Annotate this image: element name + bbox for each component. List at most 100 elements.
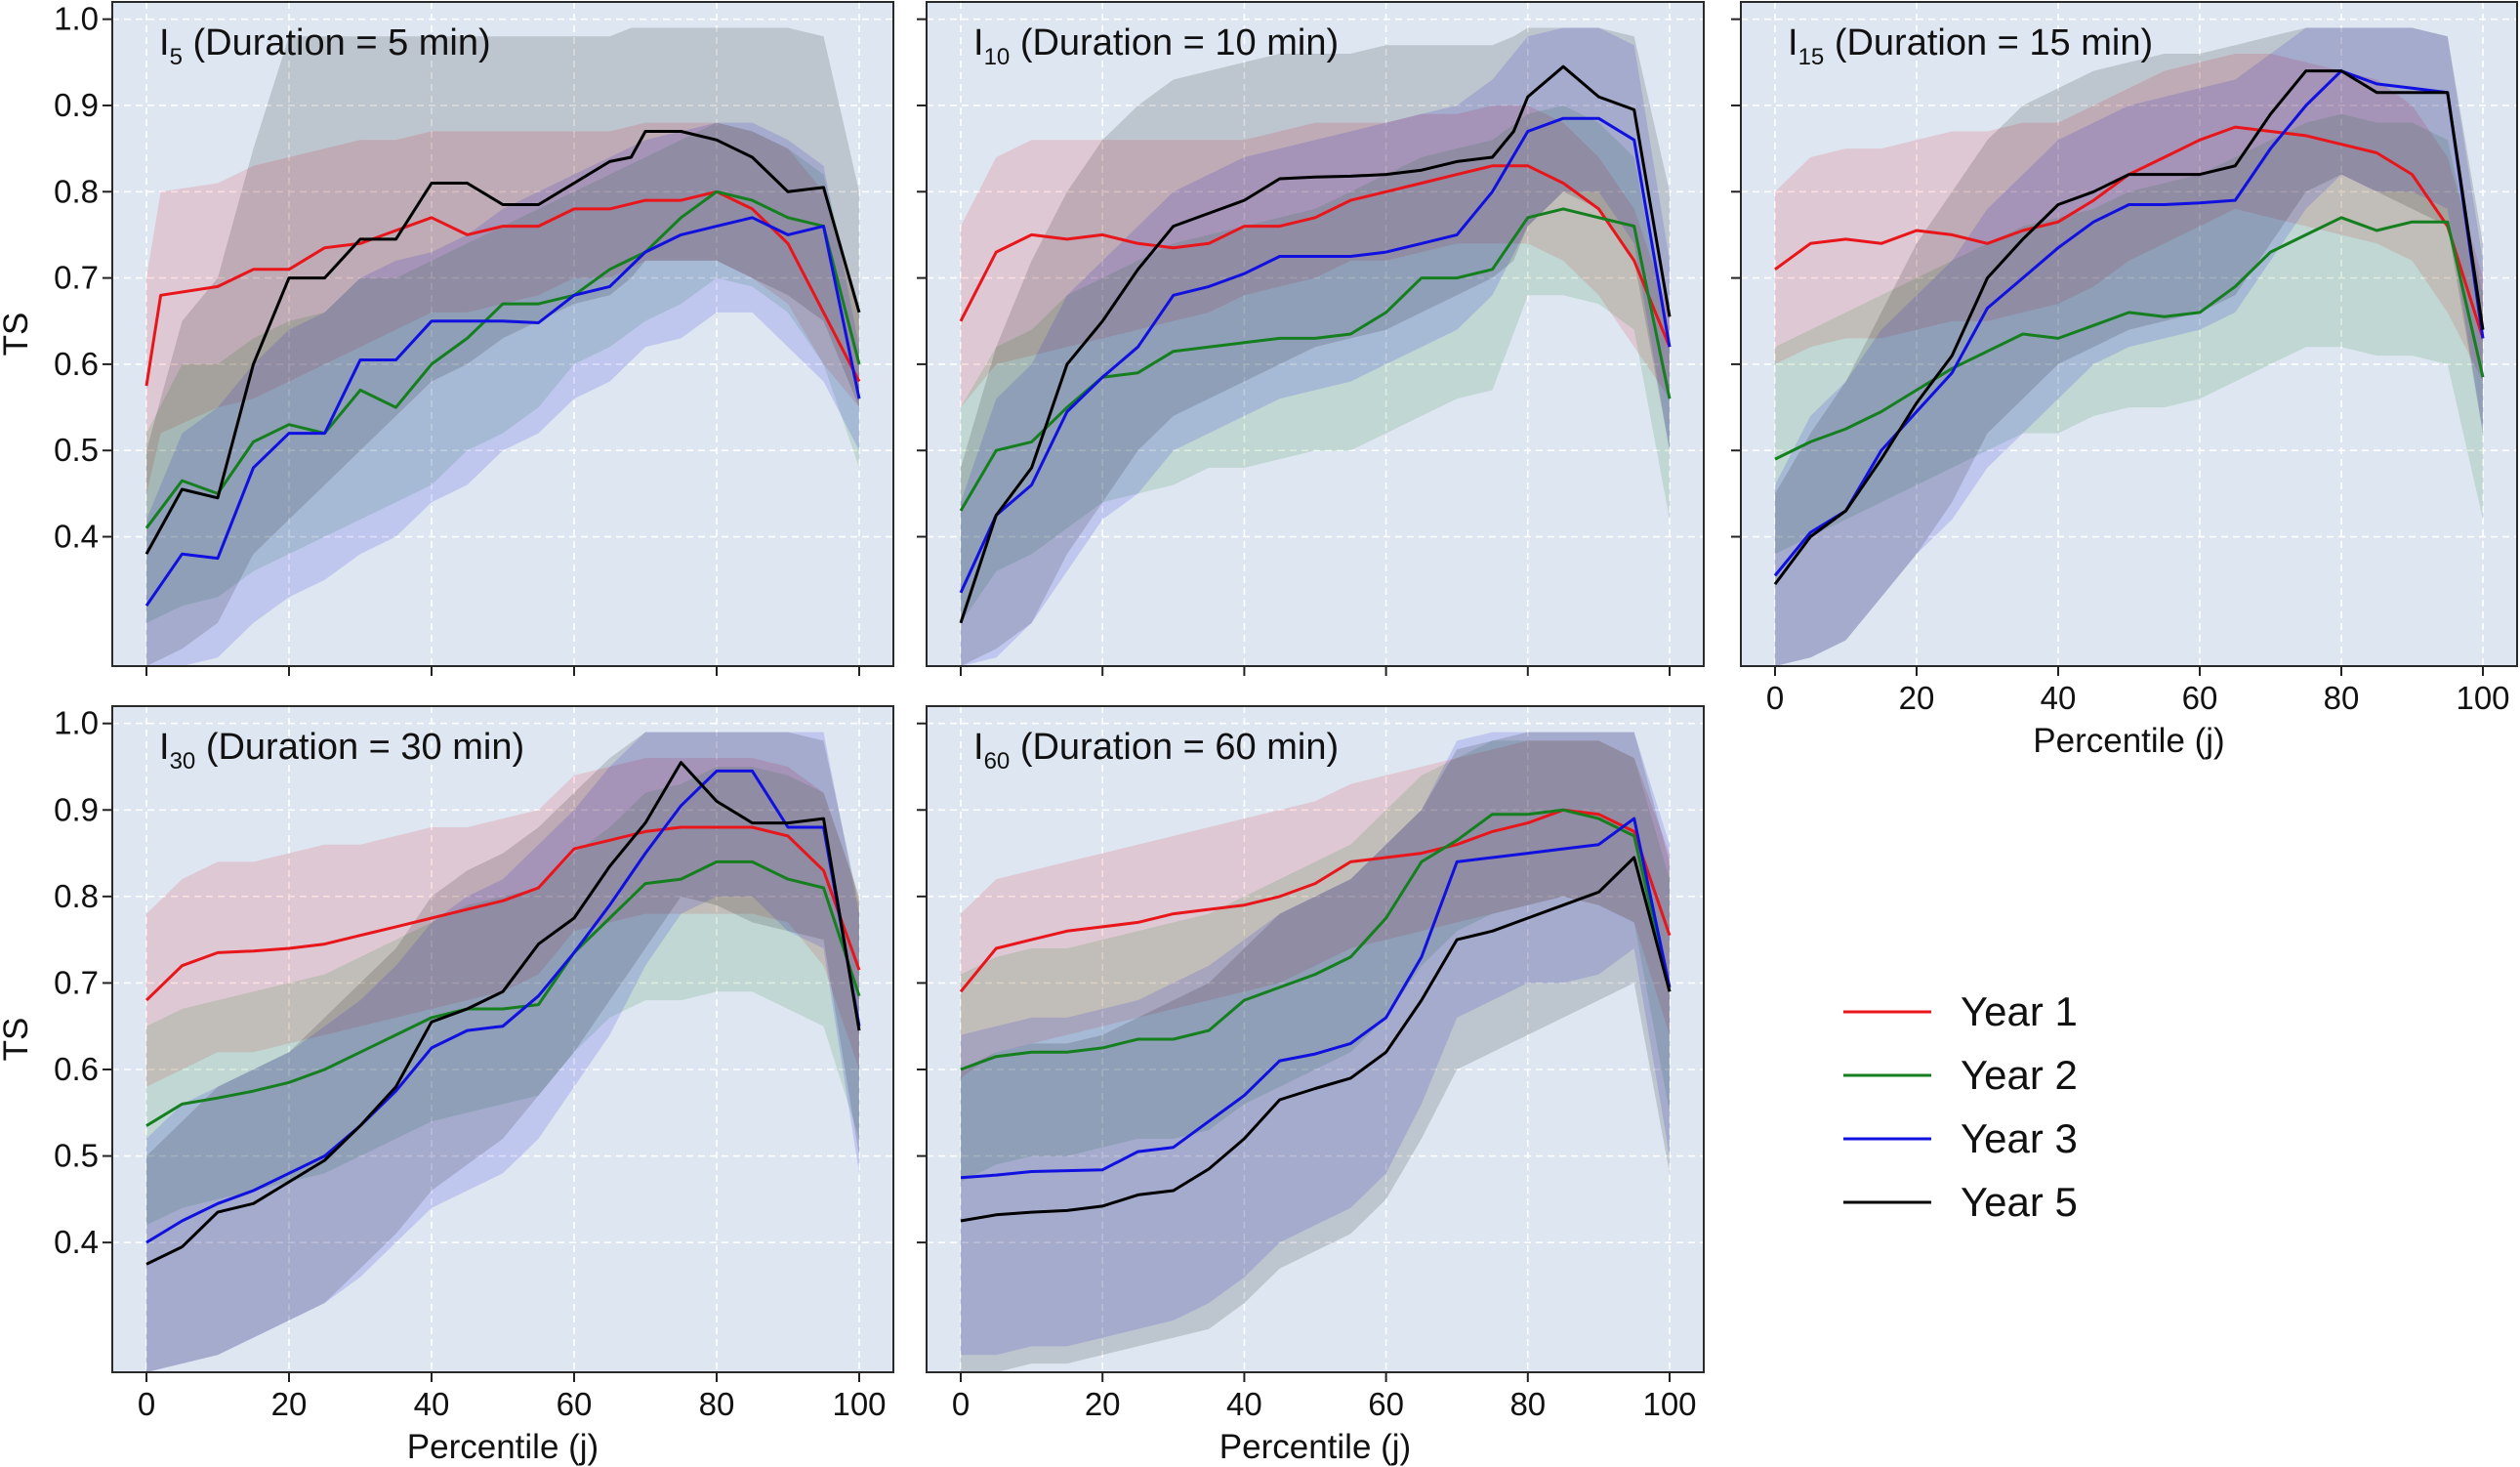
grid <box>112 2 893 666</box>
line-year-1 <box>145 189 861 387</box>
band-year-5 <box>1775 27 2483 666</box>
title-subscript: 5 <box>170 44 183 70</box>
title-symbol: I <box>159 727 170 768</box>
plot-area <box>1740 1 2518 667</box>
panel-1: I10 (Duration = 10 min) <box>917 1 1705 676</box>
line-year-5 <box>959 64 1672 624</box>
plot-border <box>926 705 1705 1373</box>
x-tick-label: 40 <box>1226 1386 1262 1422</box>
plot-area <box>111 705 894 1373</box>
title-subscript: 30 <box>170 748 196 775</box>
x-axis-label: Percentile (j) <box>407 1428 599 1466</box>
line-year-1 <box>959 808 1672 993</box>
plot-area <box>926 705 1705 1373</box>
band-year-2 <box>961 740 1670 1183</box>
band-year-5 <box>146 27 859 666</box>
legend-label: Year 1 <box>1961 988 2078 1034</box>
panel-title: I60 (Duration = 60 min) <box>973 727 1339 775</box>
x-tick-label: 20 <box>271 1386 308 1422</box>
band-year-1 <box>961 740 1670 1078</box>
y-tick-label: 0.5 <box>54 1138 99 1174</box>
panel-2: 0 20 40 60 80 100 Percentile (j) I15 (Duration … <box>1731 1 2518 760</box>
line-year-3 <box>1773 69 2485 577</box>
x-tick-label: 100 <box>832 1386 886 1422</box>
y-tick-label: 0.9 <box>54 791 99 827</box>
legend-label: Year 5 <box>1961 1179 2078 1225</box>
line-year-5 <box>960 856 1672 1223</box>
x-tick-label: 80 <box>699 1386 735 1422</box>
plot-area <box>111 1 894 667</box>
line-year-3 <box>145 769 861 1244</box>
x-tick-label: 100 <box>1642 1386 1696 1422</box>
panel-title: I5 (Duration = 5 min) <box>159 22 491 70</box>
y-tick-label: 0.8 <box>54 878 99 914</box>
y-tick-label: 0.4 <box>54 1224 99 1260</box>
band-year-1 <box>146 122 859 494</box>
x-tick-label: 0 <box>138 1386 155 1422</box>
line-year-5 <box>1773 69 2485 585</box>
lines <box>959 64 1672 624</box>
bands <box>146 27 859 666</box>
x-tick-label: 60 <box>2182 680 2218 716</box>
x-tick-label: 60 <box>1368 1386 1404 1422</box>
y-tick-label: 0.5 <box>54 432 99 468</box>
lines <box>959 808 1672 1223</box>
y-axis-label: TS <box>0 313 35 356</box>
line-year-2 <box>145 189 861 529</box>
band-year-2 <box>146 122 859 623</box>
y-axis-label: TS <box>0 1018 35 1062</box>
line-year-2 <box>960 808 1672 1071</box>
panel-3: 0 20 40 60 80 100 0.4 0.5 0.6 0.7 0.8 0.9 1.0 TS Perce… <box>0 705 894 1466</box>
bands <box>961 732 1670 1372</box>
title-symbol: I <box>973 727 984 768</box>
y-tick-label: 0.4 <box>54 519 99 555</box>
line-year-3 <box>960 817 1672 1180</box>
plot-border <box>926 1 1705 667</box>
x-axis-label: Percentile (j) <box>2033 722 2224 760</box>
title-subscript: 60 <box>984 748 1011 775</box>
title-duration: (Duration = 30 min) <box>195 727 524 768</box>
band-year-5 <box>961 27 1670 666</box>
y-tick-label: 0.6 <box>54 1051 99 1087</box>
band-year-2 <box>961 105 1670 623</box>
band-year-2 <box>1775 113 2483 555</box>
title-subscript: 15 <box>1798 44 1825 70</box>
y-tick-label: 0.9 <box>54 87 99 123</box>
title-symbol: I <box>159 22 170 63</box>
title-duration: (Duration = 5 min) <box>183 22 491 63</box>
x-tick-label: 20 <box>1085 1386 1121 1422</box>
line-year-2 <box>1774 216 2485 461</box>
bands <box>146 732 859 1372</box>
panel-0: 0.4 0.5 0.6 0.7 0.8 0.9 1.0 TS I5 (Duration = 5 … <box>0 1 894 676</box>
x-tick-label: 20 <box>1899 680 1935 716</box>
title-subscript: 10 <box>984 44 1011 70</box>
line-year-1 <box>145 825 861 1002</box>
band-year-3 <box>146 122 859 666</box>
line-year-3 <box>145 216 861 608</box>
y-tick-label: 0.8 <box>54 173 99 209</box>
band-year-5 <box>961 732 1670 1372</box>
band-year-1 <box>146 758 859 1087</box>
x-tick-label: 60 <box>557 1386 593 1422</box>
band-year-3 <box>961 27 1670 666</box>
band-year-3 <box>146 732 859 1372</box>
y-tick-label: 1.0 <box>54 1 99 37</box>
grid <box>112 706 893 1372</box>
title-duration: (Duration = 60 min) <box>1010 727 1339 768</box>
y-tick-label: 0.7 <box>54 964 99 1000</box>
legend: Year 1 Year 2 Year 3 Year 5 <box>1843 988 2078 1225</box>
line-year-2 <box>145 859 861 1127</box>
legend-entry: Year 3 <box>1843 1115 2078 1161</box>
line-year-5 <box>145 130 861 555</box>
band-year-2 <box>146 767 859 1226</box>
panel-title: I15 (Duration = 15 min) <box>1788 22 2153 70</box>
line-year-3 <box>959 116 1672 594</box>
title-duration: (Duration = 15 min) <box>1824 22 2153 63</box>
grid <box>1741 2 2517 666</box>
x-tick-label: 40 <box>414 1386 450 1422</box>
x-tick-label: 0 <box>1766 680 1784 716</box>
x-tick-label: 80 <box>2324 680 2360 716</box>
